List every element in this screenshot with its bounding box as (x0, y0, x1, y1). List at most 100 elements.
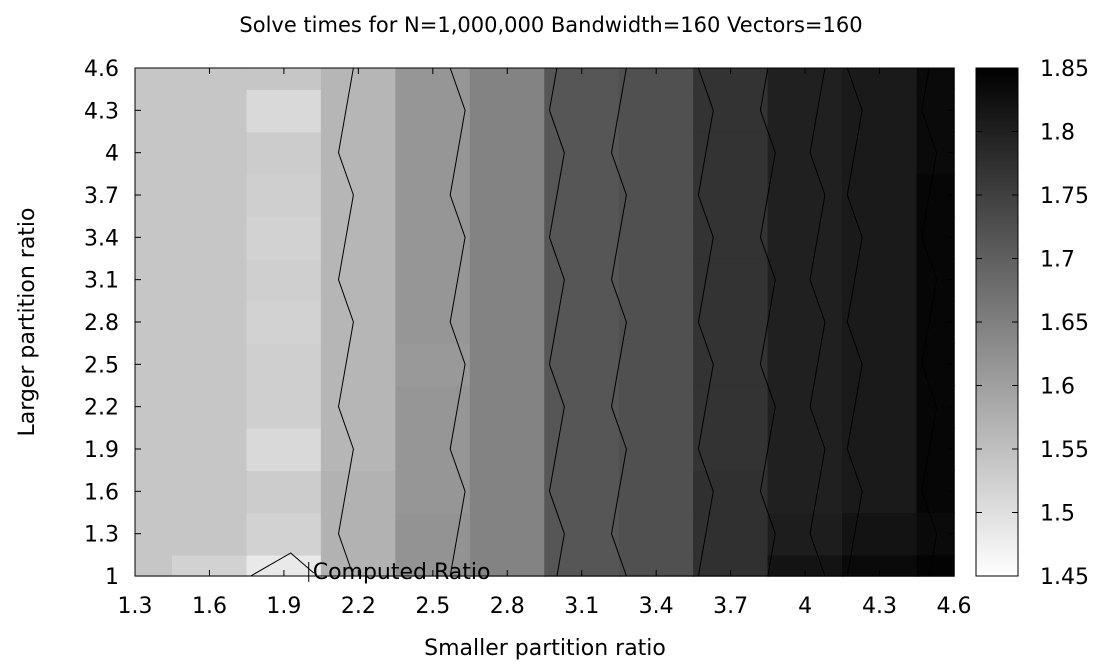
heatmap-cell (395, 385, 471, 429)
heatmap-cell (767, 131, 844, 175)
heatmap-cell (469, 512, 546, 556)
heatmap-cell (395, 512, 471, 556)
x-tick-label: 3.1 (564, 594, 599, 619)
heatmap-cell (618, 469, 695, 514)
heatmap-cell (767, 258, 844, 302)
computed-ratio-annotation: Computed Ratio (250, 552, 491, 585)
x-tick-label: 3.7 (713, 594, 748, 619)
annotation-text: Computed Ratio (313, 560, 491, 585)
heatmap-cell (544, 427, 620, 471)
heatmap-cell (618, 342, 695, 387)
heatmap-cell (171, 258, 248, 302)
y-tick-label: 3.4 (84, 226, 119, 251)
heatmap-cells (134, 67, 955, 577)
y-tick-label: 1 (105, 565, 119, 590)
x-tick-label: 2.2 (341, 594, 376, 619)
heatmap-cell (544, 258, 620, 302)
heatmap-cell (469, 131, 546, 175)
heatmap-cell (618, 385, 695, 429)
heatmap-cell (320, 300, 397, 344)
heatmap-cell (320, 258, 397, 302)
heatmap-cell (693, 385, 769, 429)
heatmap-cell (544, 131, 620, 175)
y-tick-label: 2.5 (84, 353, 119, 378)
heatmap-cell (320, 131, 397, 175)
heatmap-cell (171, 300, 248, 344)
heatmap-cell (618, 88, 695, 133)
heatmap-cell (693, 131, 769, 175)
heatmap-cell (544, 88, 620, 133)
heatmap-cell (320, 342, 397, 387)
heatmap-cell (767, 469, 844, 514)
heatmap-cell (171, 215, 248, 260)
heatmap-cell (544, 342, 620, 387)
y-tick-label: 4.6 (84, 57, 119, 82)
heatmap-cell (618, 258, 695, 302)
heatmap-cell (469, 258, 546, 302)
heatmap-cell (469, 300, 546, 344)
colorbar-tick-label: 1.55 (1040, 438, 1089, 463)
heatmap-cell (320, 469, 397, 514)
colorbar-tick-label: 1.7 (1040, 248, 1075, 273)
heatmap-cell (842, 469, 918, 514)
heatmap-cell (395, 173, 471, 217)
heatmap-cell (134, 88, 173, 133)
heatmap-cell (693, 300, 769, 344)
heatmap-cell (842, 173, 918, 217)
heatmap-cell (544, 215, 620, 260)
heatmap-cell (134, 258, 173, 302)
y-tick-label: 1.9 (84, 438, 119, 463)
x-tick-label: 1.9 (266, 594, 301, 619)
heatmap-cell (618, 215, 695, 260)
colorbar-tick-label: 1.5 (1040, 502, 1075, 527)
heatmap-cell (246, 512, 322, 556)
contour-line (697, 67, 714, 577)
heatmap-cell (544, 469, 620, 514)
contour-line (610, 67, 627, 577)
heatmap-cell (246, 88, 322, 133)
heatmap-cell (842, 385, 918, 429)
heatmap-cell (395, 300, 471, 344)
heatmap-cell (618, 173, 695, 217)
heatmap-cell (469, 88, 546, 133)
heatmap-cell (320, 512, 397, 556)
heatmap-cell (171, 469, 248, 514)
heatmap-cell (246, 300, 322, 344)
heatmap-cell (767, 215, 844, 260)
heatmap-cell (693, 427, 769, 471)
heatmap-cell (246, 385, 322, 429)
heatmap-cell (767, 512, 844, 556)
heatmap-cell (469, 342, 546, 387)
heatmap-cell (693, 469, 769, 514)
heatmap-cell (246, 427, 322, 471)
heatmap-cell (618, 512, 695, 556)
heatmap-cell (618, 427, 695, 471)
colorbar-tick-label: 1.65 (1040, 311, 1089, 336)
heatmap-cell (134, 67, 173, 90)
x-tick-label: 3.4 (639, 594, 674, 619)
heatmap-cell (544, 512, 620, 556)
heatmap-cell (693, 88, 769, 133)
heatmap-cell (320, 173, 397, 217)
heatmap-cell (767, 173, 844, 217)
heatmap-cell (916, 554, 955, 577)
heatmap-cell (916, 67, 955, 90)
annotation-marker (250, 552, 315, 577)
y-tick-label: 2.8 (84, 311, 119, 336)
y-tick-label: 4.3 (84, 99, 119, 124)
x-axis-ticks: 1.3 1.6 1.9 2.2 2.5 2.8 3.1 3.4 3.7 4 4.3 4.6 (118, 68, 972, 619)
heatmap-cell (693, 512, 769, 556)
heatmap-cell (246, 131, 322, 175)
contour-line (449, 67, 466, 577)
heatmap-cell (134, 215, 173, 260)
heatmap-cell (395, 258, 471, 302)
y-tick-label: 4 (105, 142, 119, 167)
heatmap-cell (544, 173, 620, 217)
colorbar-tick-label: 1.45 (1040, 565, 1089, 590)
heatmap-cell (842, 215, 918, 260)
heatmap-cell (469, 173, 546, 217)
colorbar-tick-label: 1.75 (1040, 184, 1089, 209)
colorbar: 1.45 1.5 1.55 1.6 1.65 1.7 1.75 1.8 1.85 (975, 57, 1089, 590)
colorbar-tick-label: 1.6 (1040, 375, 1075, 400)
